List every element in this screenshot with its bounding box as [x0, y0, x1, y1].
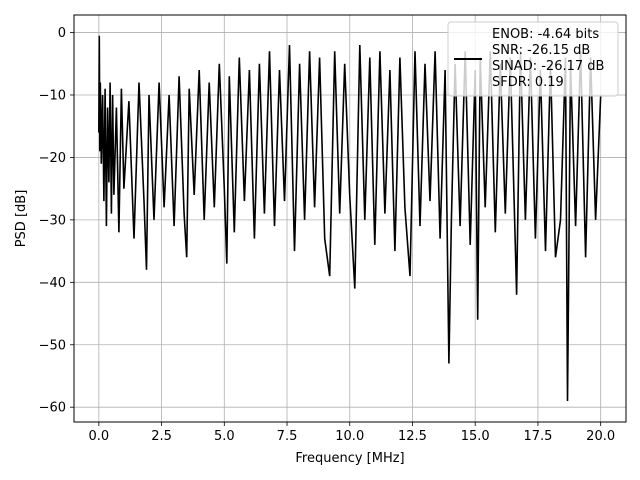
y-axis: 0 −10 −20 −30 −40 −50 −60	[39, 26, 74, 416]
x-axis: 0.0 2.5 5.0 7.5 10.0 12.5 15.0 17.5 20.0	[88, 422, 615, 444]
y-tick-label: 0	[58, 26, 66, 41]
x-tick-label: 15.0	[461, 429, 490, 444]
y-tick-label: −10	[39, 88, 66, 103]
x-tick-label: 10.0	[335, 429, 364, 444]
y-tick-label: −20	[39, 151, 66, 166]
legend-entry-enob: ENOB: -4.64 bits	[492, 27, 599, 42]
y-axis-label: PSD [dB]	[14, 190, 29, 248]
plot-area	[98, 35, 602, 402]
legend: ENOB: -4.64 bits SNR: -26.15 dB SINAD: -…	[447, 21, 619, 97]
x-tick-label: 17.5	[523, 429, 552, 444]
x-tick-label: 7.5	[277, 429, 298, 444]
legend-entry-sinad: SINAD: -26.17 dB	[492, 59, 604, 74]
x-tick-label: 12.5	[398, 429, 427, 444]
y-tick-label: −60	[39, 401, 66, 416]
psd-series-line	[98, 35, 602, 402]
x-tick-label: 20.0	[586, 429, 615, 444]
legend-entry-snr: SNR: -26.15 dB	[492, 43, 590, 58]
y-tick-label: −50	[39, 338, 66, 353]
x-tick-label: 2.5	[151, 429, 172, 444]
legend-entry-sfdr: SFDR: 0.19	[492, 75, 564, 90]
x-axis-label: Frequency [MHz]	[295, 451, 404, 466]
y-tick-label: −30	[39, 213, 66, 228]
legend-box	[447, 21, 619, 97]
x-tick-label: 5.0	[214, 429, 235, 444]
y-tick-label: −40	[39, 276, 66, 291]
x-tick-label: 0.0	[88, 429, 109, 444]
